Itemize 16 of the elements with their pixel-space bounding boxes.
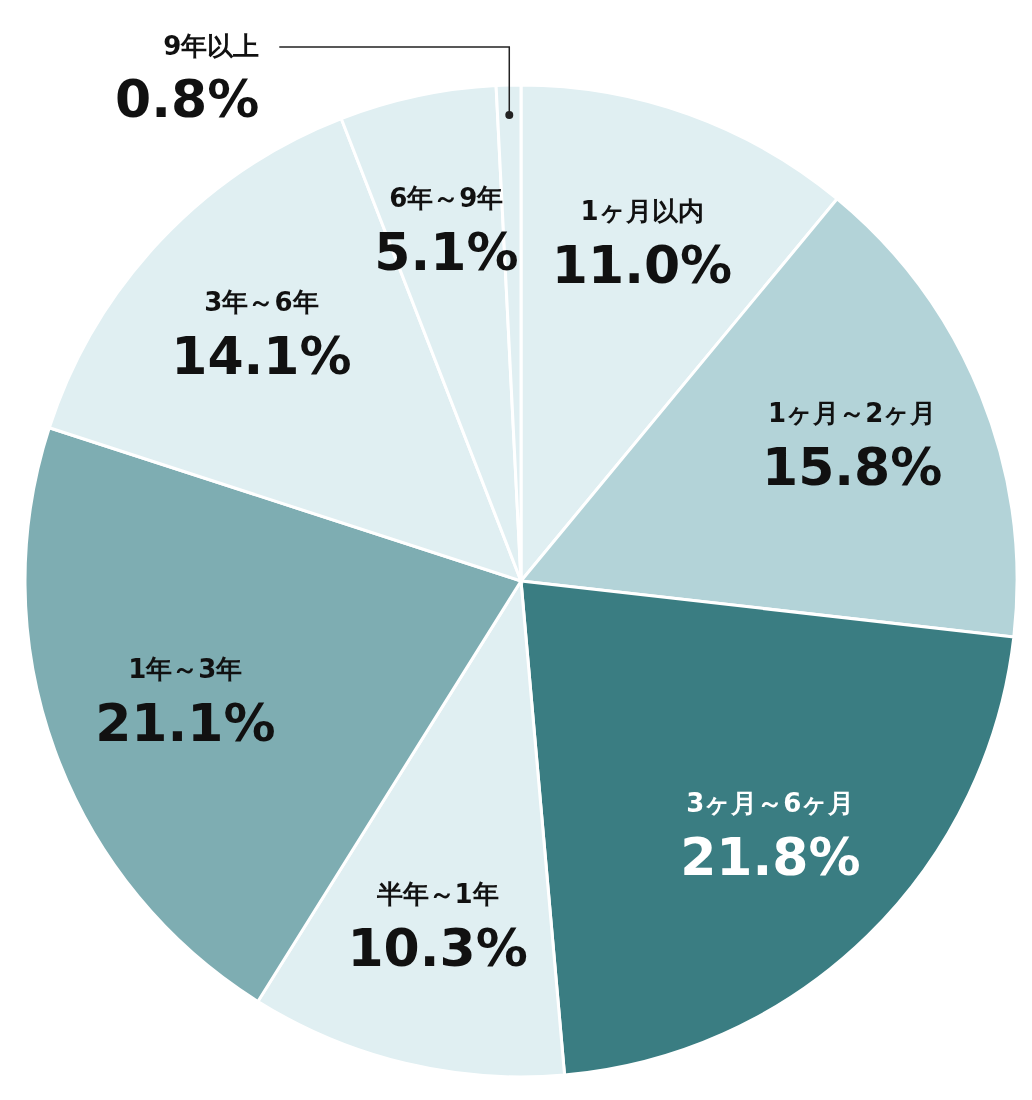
slice-label: 半年～1年 [375,879,499,910]
slice-label: 6年～9年 [389,182,504,213]
data-label: 5.1% [374,221,519,282]
slice-label: 1ヶ月以内 [580,195,704,226]
slice-label: 9年以上 [163,31,260,61]
data-label: 11.0% [551,234,733,295]
data-label: 10.3% [347,918,528,979]
slice-label: 1ヶ月～2ヶ月 [768,398,937,429]
data-label: 15.8% [762,437,943,498]
slice-label: 3ヶ月～6ヶ月 [686,787,855,818]
data-label: 21.8% [680,826,861,887]
data-label: 0.8% [115,69,260,129]
slice-label: 1年～3年 [128,654,243,685]
data-label: 14.1% [171,325,352,386]
slice-label: 3年～6年 [204,286,319,317]
data-label: 21.1% [95,693,276,754]
